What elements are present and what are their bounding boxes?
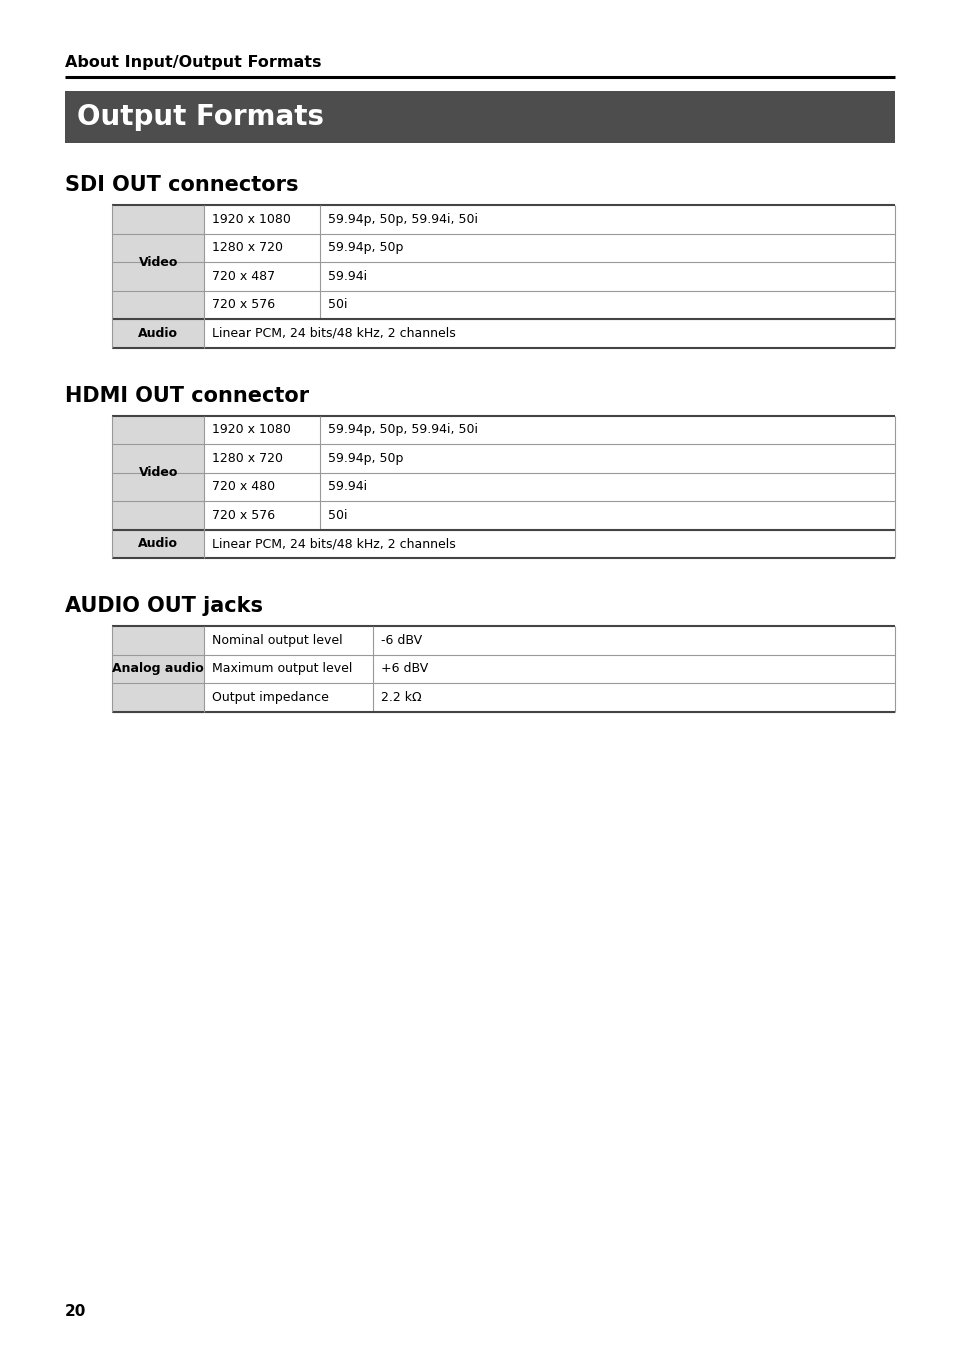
Text: Nominal output level: Nominal output level: [213, 634, 343, 647]
Bar: [65, 91, 894, 144]
Bar: [204, 626, 894, 654]
Text: AUDIO OUT jacks: AUDIO OUT jacks: [65, 596, 263, 616]
Bar: [204, 529, 894, 558]
Bar: [204, 416, 894, 444]
Bar: [112, 291, 204, 320]
Bar: [112, 444, 204, 473]
Text: 59.94p, 50p, 59.94i, 50i: 59.94p, 50p, 59.94i, 50i: [328, 424, 477, 436]
Text: -6 dBV: -6 dBV: [380, 634, 421, 647]
Text: 1280 x 720: 1280 x 720: [213, 452, 283, 464]
Bar: [204, 473, 894, 501]
Text: Video: Video: [138, 466, 177, 479]
Text: 720 x 487: 720 x 487: [213, 269, 275, 283]
Text: 2.2 kΩ: 2.2 kΩ: [380, 691, 421, 704]
Text: 720 x 480: 720 x 480: [213, 481, 275, 493]
Bar: [204, 444, 894, 473]
Text: 59.94i: 59.94i: [328, 269, 367, 283]
Bar: [112, 473, 204, 501]
Text: About Input/Output Formats: About Input/Output Formats: [65, 56, 321, 70]
Bar: [204, 320, 894, 348]
Text: 59.94p, 50p: 59.94p, 50p: [328, 452, 403, 464]
Bar: [204, 654, 894, 682]
Text: 59.94i: 59.94i: [328, 481, 367, 493]
Bar: [112, 263, 204, 291]
Bar: [112, 682, 204, 711]
Bar: [204, 233, 894, 263]
Bar: [112, 654, 204, 682]
Text: SDI OUT connectors: SDI OUT connectors: [65, 175, 298, 195]
Text: 59.94p, 50p, 59.94i, 50i: 59.94p, 50p, 59.94i, 50i: [328, 213, 477, 226]
Text: +6 dBV: +6 dBV: [380, 662, 428, 676]
Bar: [204, 204, 894, 233]
Text: Maximum output level: Maximum output level: [213, 662, 353, 676]
Text: Video: Video: [138, 256, 177, 268]
Text: 50i: 50i: [328, 298, 348, 311]
Bar: [112, 501, 204, 529]
Text: Linear PCM, 24 bits/48 kHz, 2 channels: Linear PCM, 24 bits/48 kHz, 2 channels: [213, 538, 456, 550]
Text: Audio: Audio: [138, 538, 178, 550]
Text: 720 x 576: 720 x 576: [213, 298, 275, 311]
Text: 1280 x 720: 1280 x 720: [213, 241, 283, 255]
Text: Output impedance: Output impedance: [213, 691, 329, 704]
Text: Output Formats: Output Formats: [77, 103, 324, 131]
Bar: [204, 682, 894, 711]
Bar: [204, 501, 894, 529]
Text: 59.94p, 50p: 59.94p, 50p: [328, 241, 403, 255]
Bar: [112, 320, 204, 348]
Text: HDMI OUT connector: HDMI OUT connector: [65, 386, 309, 405]
Bar: [112, 626, 204, 654]
Text: Linear PCM, 24 bits/48 kHz, 2 channels: Linear PCM, 24 bits/48 kHz, 2 channels: [213, 326, 456, 340]
Bar: [204, 263, 894, 291]
Bar: [112, 416, 204, 444]
Text: 20: 20: [65, 1304, 87, 1320]
Text: 720 x 576: 720 x 576: [213, 509, 275, 521]
Text: Analog audio: Analog audio: [112, 662, 204, 676]
Text: 1920 x 1080: 1920 x 1080: [213, 213, 291, 226]
Bar: [112, 529, 204, 558]
Bar: [204, 291, 894, 320]
Text: 50i: 50i: [328, 509, 348, 521]
Text: Audio: Audio: [138, 326, 178, 340]
Bar: [112, 204, 204, 233]
Bar: [112, 233, 204, 263]
Text: 1920 x 1080: 1920 x 1080: [213, 424, 291, 436]
